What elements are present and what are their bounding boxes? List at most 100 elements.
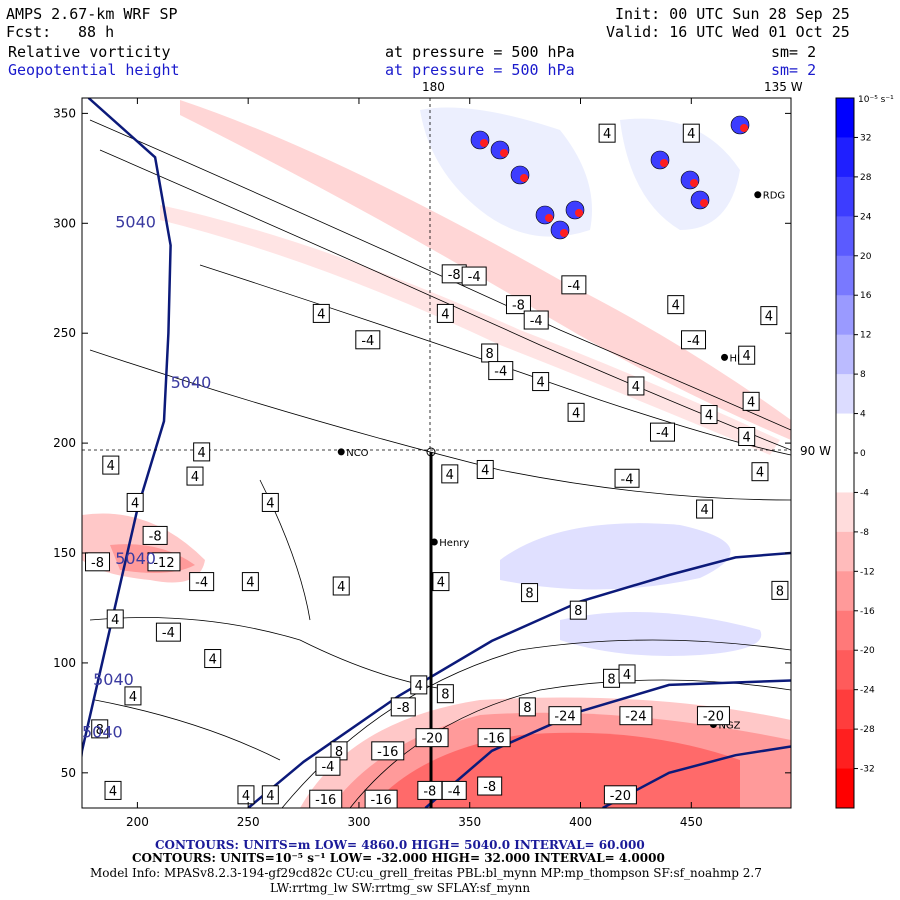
- vorticity-label-text: 4: [337, 580, 345, 595]
- vorticity-label-box: [261, 785, 279, 805]
- vorticity-label-box: [561, 275, 587, 295]
- x-tick-label: 450: [680, 815, 703, 829]
- vorticity-label-box: [477, 776, 503, 796]
- vorticity-label-text: 4: [632, 380, 640, 395]
- colorbar-tick-label: -32: [860, 765, 875, 775]
- vorticity-label-box: [614, 468, 640, 488]
- vorticity-label: -4: [649, 422, 675, 442]
- vorticity-label-box: [567, 402, 585, 422]
- colorbar-swatch: [836, 216, 854, 257]
- vorticity-label: 4: [241, 572, 259, 592]
- vorticity-label-text: 4: [129, 690, 137, 705]
- vorticity-label-box: [518, 697, 536, 717]
- vorticity-label-text: 8: [607, 672, 615, 687]
- vorticity-label: 4: [627, 376, 645, 396]
- plot-area: NCOHenryRDGHDGNGZ 44-8-4-8-444-4-484-444…: [82, 98, 791, 808]
- vorticity-label-text: -20: [421, 732, 442, 747]
- y-tick-label: 200: [53, 436, 76, 450]
- vorticity-label: 4: [532, 372, 550, 392]
- vorticity-label: 4: [476, 459, 494, 479]
- colorbar-swatch: [836, 689, 854, 730]
- vorticity-label: -24: [619, 706, 653, 726]
- vorticity-label: 4: [696, 499, 714, 519]
- vorticity-label-text: 4: [242, 789, 250, 804]
- colorbar-tick-label: -28: [860, 725, 875, 735]
- vorticity-contour: [94, 699, 281, 761]
- vorticity-label-box: [441, 464, 459, 484]
- vorticity-label-box: [142, 525, 168, 545]
- plot-frame: [81, 97, 792, 809]
- storm-core: [560, 229, 568, 237]
- storm-core: [500, 149, 508, 157]
- vorticity-label: 4: [682, 123, 700, 143]
- vorticity-label: 4: [261, 785, 279, 805]
- colorbar-tick-label: 16: [860, 291, 872, 301]
- field1-pressure: at pressure = 500 hPa: [385, 43, 575, 61]
- vorticity-label-box: [619, 706, 653, 726]
- forecast-label: Fcst:: [6, 23, 51, 41]
- vorticity-label: 4: [261, 492, 279, 512]
- vorticity-label: 4: [618, 664, 636, 684]
- vorticity-label-text: 8: [574, 604, 582, 619]
- vorticity-label-text: 4: [536, 376, 544, 391]
- colorbar-swatch: [836, 413, 854, 454]
- vorticity-label: -8: [390, 697, 416, 717]
- colorbar: 10⁻⁵ s⁻¹ 32 28 24 20 16 12 8 4 0 -4 -8 -12 -16 -20 -24…: [835, 95, 894, 809]
- vorticity-label: -4: [441, 780, 467, 800]
- vorticity-label-box: [618, 664, 636, 684]
- vorticity-label: -8: [142, 525, 168, 545]
- vorticity-label: -8: [505, 295, 531, 315]
- vorticity-label-box: [332, 576, 350, 596]
- vorticity-label: -4: [561, 275, 587, 295]
- vorticity-label-box: [696, 499, 714, 519]
- vorticity-label: -4: [155, 622, 181, 642]
- vorticity-label: 4: [742, 391, 760, 411]
- vorticity-label: 8: [771, 580, 789, 600]
- height-label: 5040: [93, 670, 134, 689]
- vorticity-label-box: [312, 303, 330, 323]
- vorticity-label-text: 8: [525, 587, 533, 602]
- vorticity-label-box: [106, 609, 124, 629]
- vorticity-label-text: 4: [481, 463, 489, 478]
- colorbar-tick-label: 28: [860, 173, 872, 183]
- footer-model-info-2: LW:rrtmg_lw SW:rrtmg_sw SFLAY:sf_mynn: [270, 881, 530, 895]
- vorticity-contour: [199, 264, 791, 456]
- vorticity-label: 4: [186, 466, 204, 486]
- vorticity-label: -16: [364, 789, 398, 808]
- vorticity-label-box: [700, 405, 718, 425]
- vorticity-label-text: -4: [656, 426, 669, 441]
- vorticity-label: 8: [521, 583, 539, 603]
- vorticity-label-text: 4: [317, 307, 325, 322]
- colorbar-swatch: [836, 255, 854, 296]
- footer-contours-vorticity: CONTOURS: UNITS=10⁻⁵ s⁻¹ LOW= -32.000 HI…: [132, 851, 665, 865]
- colorbar-tick-label: -20: [860, 646, 875, 656]
- vorticity-label: -4: [461, 266, 487, 286]
- lon-label-top-right: 135 W: [764, 80, 803, 94]
- vorticity-label: 4: [410, 675, 428, 695]
- vorticity-contour: [89, 617, 451, 691]
- vorticity-label-text: 8: [486, 347, 494, 362]
- vorticity-label-text: 4: [672, 299, 680, 314]
- vorticity-label-box: [415, 728, 449, 748]
- vorticity-label: 4: [436, 303, 454, 323]
- vorticity-label-text: -16: [483, 732, 504, 747]
- vorticity-label-box: [261, 492, 279, 512]
- vorticity-label: -16: [371, 741, 405, 761]
- vorticity-label-box: [91, 719, 109, 739]
- vorticity-label-box: [738, 427, 756, 447]
- vorticity-label: 4: [432, 572, 450, 592]
- vorticity-label-text: 4: [246, 576, 254, 591]
- vorticity-label-text: 4: [705, 409, 713, 424]
- storm-core: [690, 179, 698, 187]
- vorticity-label-text: 4: [700, 503, 708, 518]
- lat-label-right: 90 W: [800, 444, 831, 458]
- model-title: AMPS 2.67-km WRF SP: [6, 5, 178, 23]
- vorticity-label: 8: [481, 343, 499, 363]
- vorticity-label-text: -4: [687, 334, 700, 349]
- footer-contours-height: CONTOURS: UNITS=m LOW= 4860.0 HIGH= 5040…: [155, 838, 645, 852]
- vorticity-label-box: [85, 552, 111, 572]
- colorbar-tick-label: 8: [860, 370, 866, 380]
- vorticity-label-text: -8: [448, 268, 461, 283]
- vorticity-label-text: 4: [446, 468, 454, 483]
- colorbar-tick-label: 20: [860, 252, 872, 262]
